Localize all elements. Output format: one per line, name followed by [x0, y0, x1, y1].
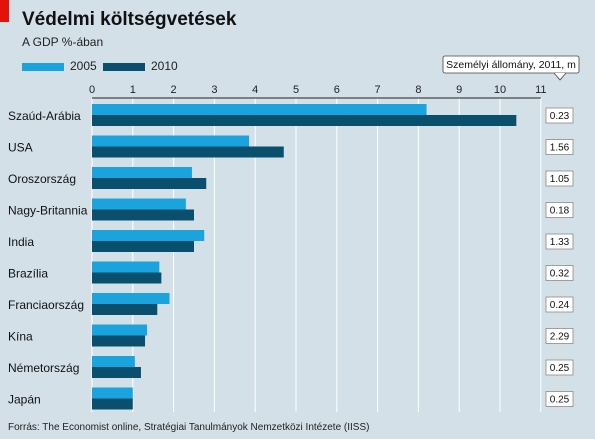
bar-2010	[92, 398, 133, 410]
category-label: Oroszország	[8, 172, 76, 186]
chart-title: Védelmi költségvetések	[22, 9, 237, 30]
personnel-value-box	[545, 107, 574, 124]
bar-2010	[92, 209, 194, 221]
category-label: Nagy-Britannia	[8, 204, 88, 218]
bar-2005	[92, 324, 148, 336]
x-tick-label: 7	[375, 84, 381, 96]
x-tick-label: 4	[252, 84, 258, 96]
personnel-value: 0.24	[550, 300, 570, 311]
bar-2010	[92, 367, 141, 378]
personnel-value-box	[545, 170, 574, 187]
x-tick-label: 1	[130, 84, 136, 96]
chart-subtitle: A GDP %-ában	[22, 35, 104, 49]
bar-2005	[92, 167, 192, 178]
personnel-header-label: Személyi állomány, 2011, m	[446, 59, 576, 71]
bar-2005	[92, 293, 170, 304]
bar-2005	[92, 104, 427, 115]
x-tick-label: 11	[535, 84, 546, 96]
legend-swatch-2010	[103, 63, 145, 71]
category-label: Szaúd-Arábia	[8, 109, 81, 123]
personnel-value-box	[545, 233, 574, 250]
bar-2010	[92, 272, 162, 284]
legend-swatch-2005	[22, 63, 64, 71]
personnel-header-box	[442, 55, 580, 74]
category-label: Franciaország	[8, 298, 84, 312]
x-tick-label: 6	[334, 84, 340, 96]
bar-2010	[92, 304, 158, 315]
x-tick-label: 9	[456, 84, 462, 96]
personnel-value-box	[545, 328, 574, 344]
x-tick-label: 10	[494, 84, 506, 96]
bar-2005	[92, 261, 160, 273]
category-label: Japán	[8, 393, 41, 407]
x-tick-label: 5	[293, 84, 299, 96]
personnel-value: 0.23	[550, 111, 570, 122]
x-tick-label: 0	[89, 84, 95, 96]
x-tick-label: 8	[415, 84, 421, 96]
bar-2005	[92, 198, 186, 210]
category-label: Brazília	[8, 267, 48, 281]
personnel-value-box	[545, 265, 574, 281]
personnel-value: 0.32	[550, 269, 570, 280]
x-tick-label: 2	[171, 84, 177, 96]
source-note: Forrás: The Economist online, Stratégiai…	[8, 422, 370, 433]
bar-2005	[92, 387, 133, 399]
personnel-header-pointer	[553, 72, 567, 81]
bar-2010	[92, 178, 207, 189]
category-label: Németország	[8, 361, 79, 375]
legend-label-2005: 2005	[70, 59, 97, 73]
personnel-value-box	[545, 296, 574, 313]
personnel-value-box	[545, 359, 574, 376]
category-label: India	[8, 235, 34, 249]
personnel-value: 0.25	[550, 363, 570, 374]
bar-2010	[92, 115, 517, 126]
bar-2005	[92, 230, 205, 241]
bar-2005	[92, 356, 135, 367]
personnel-value: 1.56	[550, 143, 570, 154]
personnel-value-box	[545, 139, 574, 155]
personnel-value-box	[545, 202, 574, 218]
personnel-value: 1.05	[550, 174, 570, 185]
bar-2010	[92, 335, 146, 347]
bar-2005	[92, 135, 250, 147]
personnel-value: 0.25	[550, 395, 570, 406]
accent-bar	[0, 0, 9, 22]
personnel-value-box	[545, 391, 574, 407]
category-label: USA	[8, 141, 33, 155]
bar-2010	[92, 146, 284, 158]
personnel-value: 1.33	[550, 237, 570, 248]
personnel-value: 2.29	[550, 332, 570, 343]
bar-2010	[92, 241, 194, 252]
category-label: Kína	[8, 330, 33, 344]
personnel-value: 0.18	[550, 206, 570, 217]
x-tick-label: 3	[211, 84, 217, 96]
legend-label-2010: 2010	[151, 59, 178, 73]
